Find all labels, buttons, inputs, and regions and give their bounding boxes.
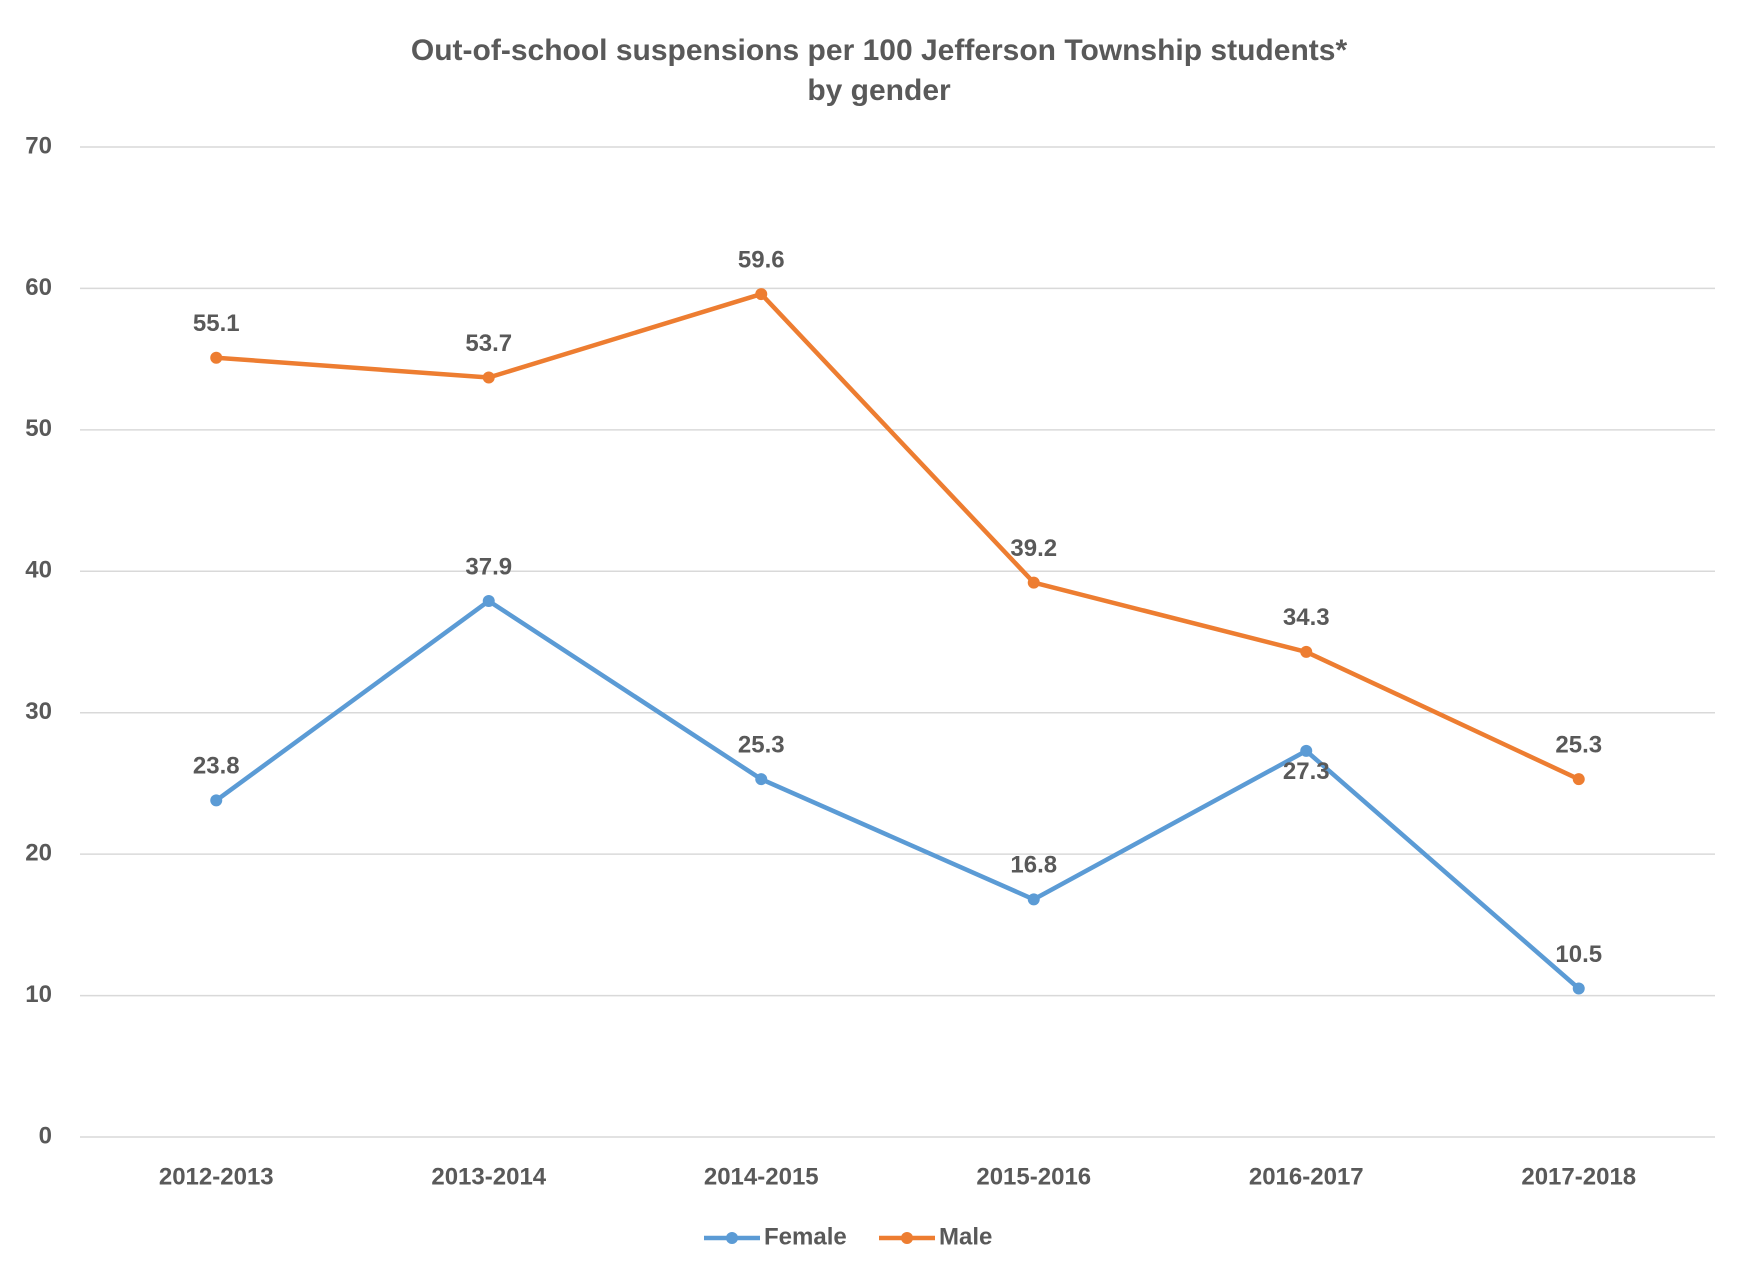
x-tick-label: 2012-2013 <box>159 1163 274 1190</box>
x-tick-label: 2015-2016 <box>976 1163 1091 1190</box>
x-tick-label: 2017-2018 <box>1521 1163 1636 1190</box>
data-label: 53.7 <box>465 330 512 357</box>
data-point <box>1300 645 1313 658</box>
data-label: 59.6 <box>738 246 785 273</box>
x-tick-label: 2016-2017 <box>1249 1163 1364 1190</box>
legend-label: Female <box>764 1223 847 1250</box>
series-line <box>216 291 1580 782</box>
legend-marker <box>901 1232 913 1244</box>
data-point <box>1027 576 1040 589</box>
chart-title: Out-of-school suspensions per 100 Jeffer… <box>411 34 1348 67</box>
data-label: 16.8 <box>1010 852 1057 879</box>
x-tick-label: 2013-2014 <box>431 1163 546 1190</box>
data-point <box>1300 744 1313 757</box>
y-tick-label: 70 <box>25 132 52 159</box>
data-label: 25.3 <box>738 732 785 759</box>
legend-label: Male <box>939 1223 992 1250</box>
y-tick-label: 20 <box>25 839 52 866</box>
y-tick-label: 0 <box>39 1122 52 1149</box>
data-label: 27.3 <box>1283 758 1330 785</box>
data-label: 55.1 <box>193 310 240 337</box>
data-label: 10.5 <box>1555 941 1602 968</box>
data-point <box>482 371 495 384</box>
data-point <box>1027 893 1040 906</box>
data-point <box>755 773 768 786</box>
data-point <box>210 794 223 807</box>
data-point <box>1572 773 1585 786</box>
data-point <box>482 594 495 607</box>
data-label: 23.8 <box>193 753 240 780</box>
data-label: 34.3 <box>1283 604 1330 631</box>
series-line <box>214 598 1581 991</box>
y-tick-label: 50 <box>25 415 52 442</box>
data-point <box>1572 982 1585 995</box>
data-point <box>210 351 223 364</box>
chart-subtitle: by gender <box>807 74 951 107</box>
data-label: 39.2 <box>1010 535 1057 562</box>
data-label: 37.9 <box>465 553 512 580</box>
y-tick-label: 30 <box>25 698 52 725</box>
x-tick-label: 2014-2015 <box>704 1163 819 1190</box>
y-tick-label: 10 <box>25 981 52 1008</box>
y-tick-label: 60 <box>25 274 52 301</box>
data-label: 25.3 <box>1555 732 1602 759</box>
data-point <box>755 288 768 301</box>
legend-marker <box>726 1232 738 1244</box>
y-tick-label: 40 <box>25 557 52 584</box>
